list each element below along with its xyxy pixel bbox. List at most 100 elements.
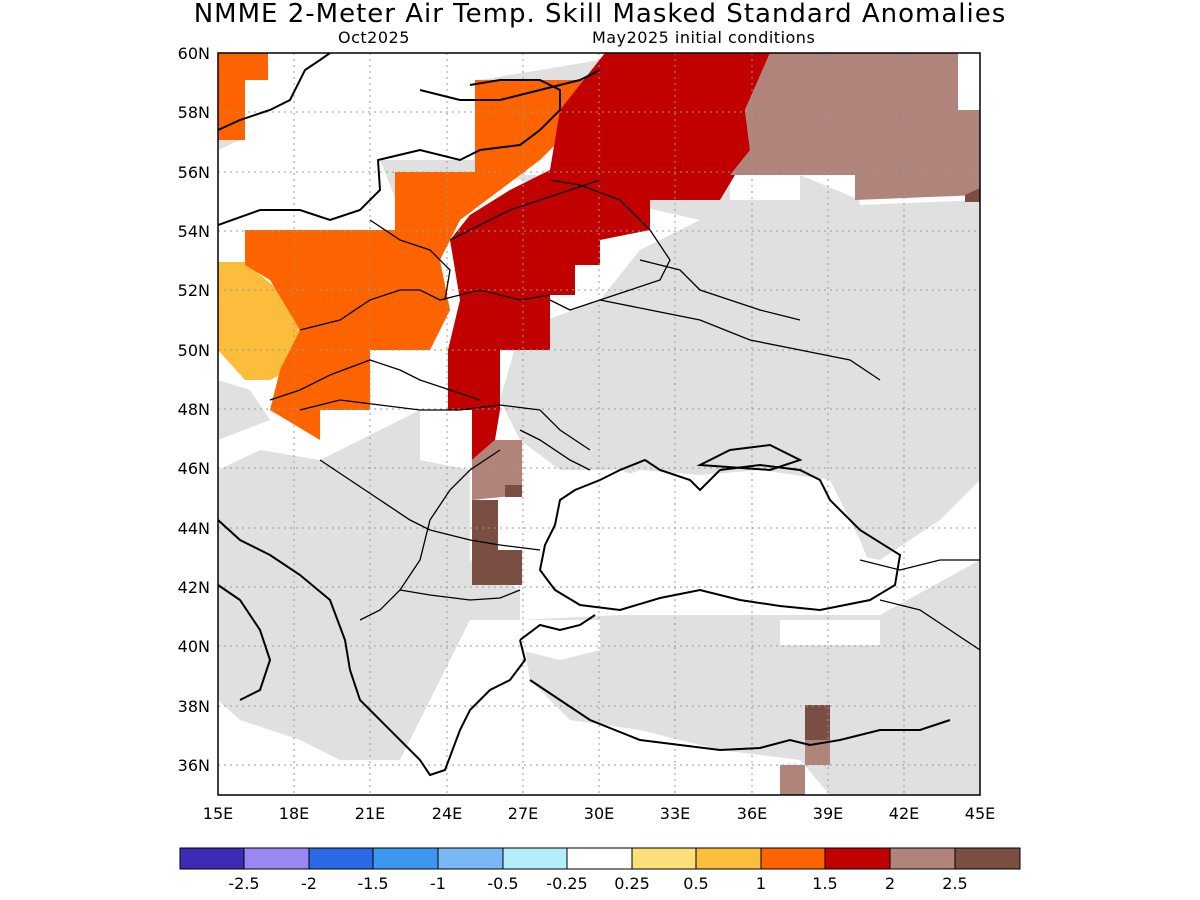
colorbar-label: -2 (301, 874, 317, 893)
colorbar-label: -1 (430, 874, 446, 893)
colorbar-swatch-3 (308, 847, 374, 870)
x-tick-label: 18E (278, 804, 310, 823)
border-11 (429, 529, 541, 551)
brown-region-turkey (805, 705, 830, 740)
border-4 (369, 219, 451, 301)
white-gap-far-east (958, 53, 980, 110)
y-tick-label: 48N (177, 400, 210, 419)
border-7 (599, 299, 881, 381)
x-tick-label: 15E (202, 804, 234, 823)
y-tick-label: 44N (177, 519, 210, 538)
colorbar-swatch-2 (243, 847, 310, 870)
colorbar-swatch-10 (760, 847, 826, 870)
italy-coast (218, 584, 272, 701)
x-tick-label: 24E (431, 804, 463, 823)
initial-conditions: May2025 initial conditions (592, 28, 816, 47)
x-tick-label: 33E (659, 804, 691, 823)
x-tick-label: 30E (583, 804, 615, 823)
y-tick-label: 42N (177, 578, 210, 597)
anomaly-field (218, 53, 980, 795)
pink-region-russia (730, 53, 980, 200)
white-gap-black-sea (545, 470, 880, 612)
border-8 (519, 429, 591, 471)
red-region (448, 53, 770, 460)
x-tick-label: 45E (964, 804, 996, 823)
map-title: NMME 2-Meter Air Temp. Skill Masked Stan… (193, 0, 1007, 29)
colorbar-swatch-9 (695, 847, 762, 870)
border-14 (859, 559, 980, 571)
colorbar-swatch-4 (372, 847, 439, 870)
x-tick-label: 42E (888, 804, 920, 823)
colorbar-swatch-1 (179, 847, 245, 870)
gulf-of-finland-coast (419, 69, 601, 101)
y-tick-label: 40N (177, 637, 210, 656)
border-1 (299, 289, 551, 331)
white-gap-turkey-east (780, 620, 880, 645)
white-gap-north (730, 175, 800, 200)
y-tick-label: 54N (177, 222, 210, 241)
coastlines (218, 53, 951, 777)
border-6 (549, 179, 671, 311)
borders (269, 179, 980, 651)
border-3 (299, 399, 591, 451)
border-2 (269, 359, 481, 401)
y-tick-label: 46N (177, 459, 210, 478)
colorbar-label: 2.5 (942, 874, 968, 893)
colorbar-swatch-8 (631, 847, 697, 870)
colorbar (179, 847, 1021, 870)
colorbar-swatch-5 (437, 847, 504, 870)
x-tick-label: 36E (736, 804, 768, 823)
gray-region-iberia-edge (218, 380, 270, 440)
x-tick-label: 21E (354, 804, 386, 823)
colorbar-label: 1.5 (812, 874, 838, 893)
colorbar-swatch-13 (954, 847, 1021, 870)
colorbar-label: 1 (755, 874, 767, 893)
greece-coast (349, 639, 527, 777)
aegean-coast (519, 614, 596, 641)
colorbar-swatch-11 (824, 847, 891, 870)
colorbar-swatch-6 (502, 847, 568, 870)
border-12 (399, 589, 521, 601)
y-tick-label: 52N (177, 281, 210, 300)
colorbar-label: 0.5 (683, 874, 709, 893)
turkey-south-coast (529, 679, 951, 752)
x-tick-label: 39E (812, 804, 844, 823)
white-gap-aegean (520, 620, 600, 660)
colorbar-label: -0.5 (487, 874, 519, 893)
y-tick-label: 58N (177, 103, 210, 122)
brown-region-bulgaria (472, 500, 522, 585)
brown-region-moldova (505, 485, 522, 497)
adriatic-coast (218, 519, 351, 671)
y-tick-label: 60N (177, 44, 210, 63)
orange-region-scandinavia (218, 53, 268, 140)
brown-region-corner (965, 188, 980, 202)
y-tick-label: 38N (177, 697, 210, 716)
pink-region-turkey-2 (780, 765, 805, 795)
azov-sea-coast (696, 443, 803, 472)
colorbar-swatch-12 (889, 847, 956, 870)
pink-region-turkey-1 (805, 740, 830, 765)
colorbar-swatch-7 (566, 847, 633, 870)
y-tick-label: 36N (177, 756, 210, 775)
border-9 (359, 449, 501, 621)
border-5 (449, 179, 601, 241)
y-tick-label: 56N (177, 163, 210, 182)
border-10 (319, 459, 431, 531)
brown-regions (472, 188, 980, 740)
colorbar-label: -2.5 (228, 874, 260, 893)
x-tick-label: 27E (507, 804, 539, 823)
gray-region-north-east (500, 175, 980, 560)
map-frame (217, 52, 981, 796)
y-tick-label: 50N (177, 341, 210, 360)
forecast-month: Oct2025 (338, 28, 410, 47)
sweden-coast (218, 53, 331, 131)
border-15 (879, 599, 980, 651)
colorbar-label: -0.25 (546, 874, 588, 893)
colorbar-label: 0.25 (614, 874, 650, 893)
colorbar-label: -1.5 (357, 874, 389, 893)
gray-region-anatolia (520, 560, 980, 795)
black-sea-coast (538, 458, 902, 612)
border-13 (639, 259, 801, 321)
colorbar-label: 2 (884, 874, 896, 893)
